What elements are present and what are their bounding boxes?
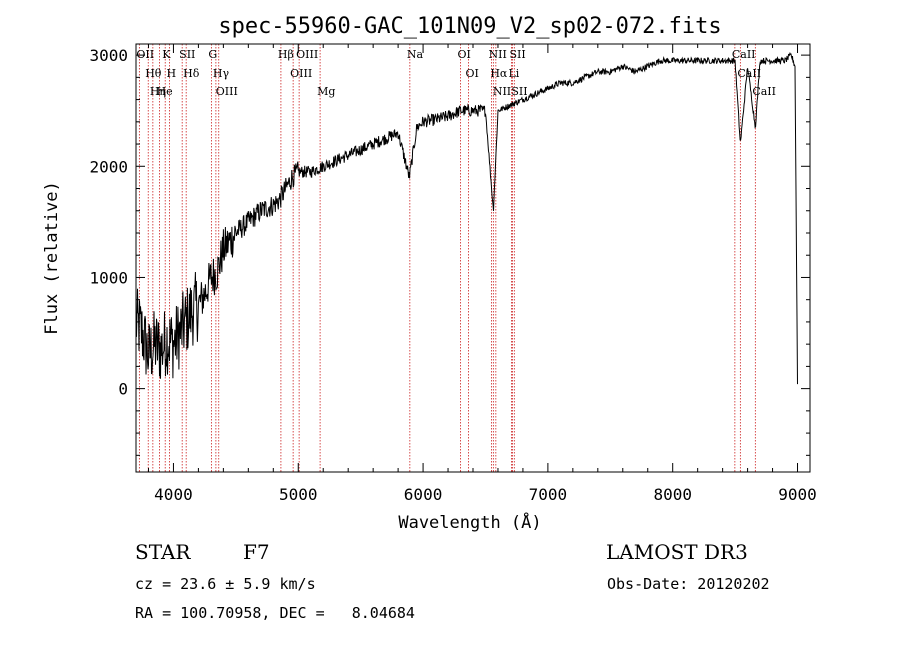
x-tick-label: 4000: [154, 485, 193, 504]
object-subclass: F7: [243, 540, 270, 564]
x-tick-label: 5000: [279, 485, 318, 504]
line-marker-label: OIII: [290, 67, 312, 80]
line-marker-label: NII: [488, 48, 506, 61]
line-marker-label: CaII: [737, 67, 761, 80]
line-marker-label: Na: [407, 48, 424, 61]
line-marker-label: OIII: [296, 48, 318, 61]
redshift-cz: cz = 23.6 ± 5.9 km/s: [135, 575, 316, 593]
y-tick-label: 1000: [89, 268, 128, 287]
y-axis-label: Flux (relative): [42, 181, 62, 335]
line-marker-label: K: [162, 48, 171, 61]
line-marker-label: OI: [466, 67, 479, 80]
line-marker-label: Mg: [317, 85, 335, 98]
x-axis-label: Wavelength (Å): [398, 511, 541, 533]
line-marker-label: H: [166, 67, 176, 80]
line-marker-label: He: [157, 85, 173, 98]
survey-name: LAMOST DR3: [606, 540, 748, 564]
line-marker-label: CaII: [752, 85, 776, 98]
line-marker-label: OIII: [216, 85, 238, 98]
line-marker-label: Hα: [490, 67, 508, 80]
chart-title: spec-55960-GAC_101N09_V2_sp02-072.fits: [218, 14, 721, 39]
line-marker-label: OI: [458, 48, 471, 61]
x-tick-label: 8000: [653, 485, 692, 504]
line-marker-label: Hγ: [213, 67, 230, 80]
x-tick-label: 7000: [529, 485, 568, 504]
line-marker-label: NII: [493, 85, 511, 98]
line-marker-label: SII: [509, 48, 525, 61]
line-marker-label: SII: [179, 48, 195, 61]
y-tick-label: 2000: [89, 157, 128, 176]
line-marker-label: Hη: [150, 85, 166, 98]
coordinates: RA = 100.70958, DEC = 8.04684: [135, 604, 415, 622]
line-marker-label: Hδ: [183, 67, 200, 80]
object-class: STAR: [135, 540, 191, 564]
y-axis-ticks: 0 1000 2000 3000: [89, 46, 810, 456]
line-marker-label: CaII: [732, 48, 756, 61]
x-tick-label: 9000: [778, 485, 817, 504]
x-axis-ticks: 4000 5000 6000 7000 8000 9000: [147, 44, 817, 504]
line-marker-label: OII: [136, 48, 154, 61]
y-tick-label: 0: [118, 380, 128, 399]
line-marker-label: SII: [511, 85, 527, 98]
line-marker-label: G: [208, 48, 217, 61]
x-tick-label: 6000: [404, 485, 443, 504]
line-marker-label: Hβ: [278, 48, 294, 61]
y-tick-label: 3000: [89, 46, 128, 65]
spectrum-line: [135, 51, 798, 385]
line-marker-label: Hθ: [145, 67, 162, 80]
observation-date: Obs-Date: 20120202: [607, 575, 770, 593]
line-marker-label: Li: [508, 67, 519, 80]
emission-line-markers: [138, 44, 756, 472]
